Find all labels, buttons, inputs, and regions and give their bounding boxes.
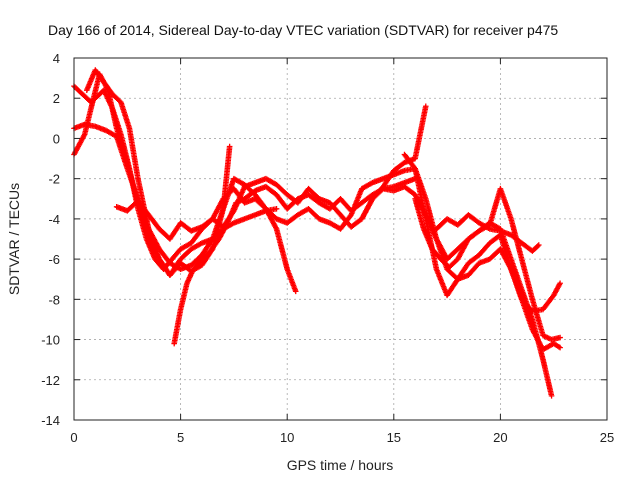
chart-title: Day 166 of 2014, Sidereal Day-to-day VTE… [48, 22, 558, 38]
y-tick-label: 2 [53, 91, 60, 106]
data-point-marker [226, 143, 233, 150]
y-tick-label: -10 [41, 333, 60, 348]
y-tick-label: -14 [41, 413, 60, 428]
y-tick-label: -6 [48, 252, 60, 267]
x-tick-label: 25 [600, 430, 614, 445]
data-point-marker [548, 393, 555, 399]
x-axis-title: GPS time / hours [287, 457, 394, 473]
x-tick-label: 0 [70, 430, 77, 445]
x-tick-label: 10 [280, 430, 294, 445]
data-point-marker [273, 206, 280, 212]
series-track-4 [83, 67, 280, 278]
data-points-layer [71, 67, 563, 399]
plot-frame [73, 57, 608, 421]
data-point-marker [422, 103, 429, 110]
series-track-9 [433, 212, 542, 254]
y-tick-label: -2 [48, 172, 60, 187]
data-point-marker [534, 243, 541, 249]
y-tick-label: 4 [53, 51, 60, 66]
y-tick-label: -12 [41, 373, 60, 388]
grid-layer [74, 58, 607, 420]
y-tick-label: -8 [48, 292, 60, 307]
ticks-layer: 0 5 10 15 20 25 -14 -12 -10 -8 -6 -4 -2 0 2 4 [41, 51, 614, 445]
y-tick-label: 0 [53, 131, 60, 146]
series-track-1 [71, 83, 555, 399]
data-point-marker [292, 288, 299, 295]
data-point-marker [411, 164, 418, 171]
data-point-marker [557, 344, 563, 351]
x-tick-label: 5 [177, 430, 184, 445]
x-tick-label: 15 [387, 430, 401, 445]
data-point-marker [535, 242, 542, 248]
series-track-10 [401, 151, 563, 353]
data-point-marker [557, 334, 563, 341]
y-tick-label: -4 [48, 212, 60, 227]
x-tick-label: 20 [493, 430, 507, 445]
data-point-marker [557, 280, 563, 287]
y-axis-title: SDTVAR / TECUs [6, 183, 22, 295]
